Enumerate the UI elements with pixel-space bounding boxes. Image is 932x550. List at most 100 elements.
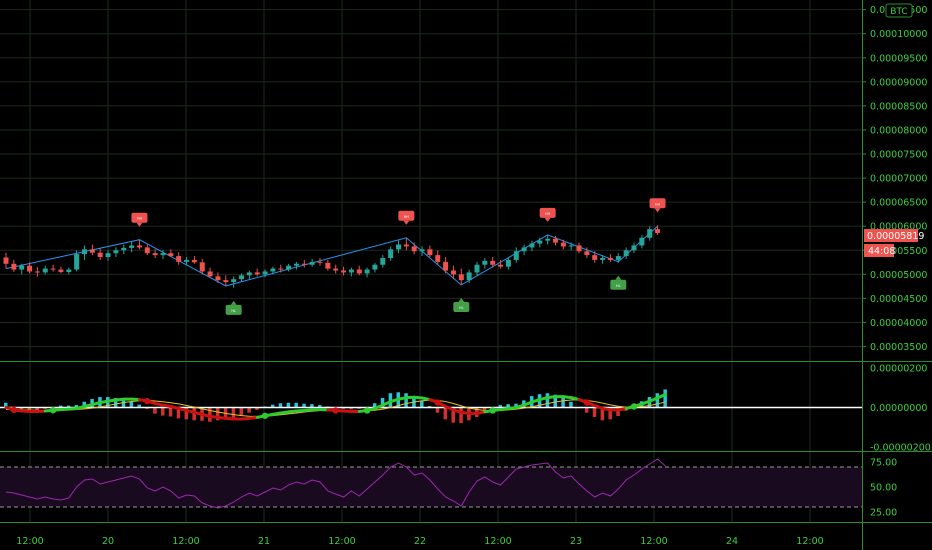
candle [293, 261, 299, 270]
candle [553, 235, 558, 246]
macd-pane [0, 389, 862, 424]
pivot-high-box [649, 198, 666, 209]
macd-histogram-bar [153, 407, 157, 414]
candle-body [600, 257, 606, 260]
candle-body [356, 269, 362, 274]
macd-histogram-bar [561, 397, 565, 408]
candle [325, 259, 331, 271]
macd-axis: 0.00000200 0.00000000 -0.00000200 [870, 363, 931, 453]
rsi-line [5, 458, 666, 509]
candle [66, 267, 72, 275]
candle [521, 244, 527, 256]
macd-histogram-bar [58, 405, 63, 408]
time-tick-label: 12:00 [16, 536, 43, 547]
candle-body [58, 269, 64, 272]
macd-histogram-bar [372, 403, 377, 408]
macd-histogram-bar [161, 407, 165, 416]
candle [168, 249, 174, 258]
macd-cross-dot [489, 407, 496, 414]
macd-histogram-bar [231, 407, 236, 418]
candle [82, 245, 87, 260]
macd-cross-dot [10, 406, 18, 414]
candle-body [144, 247, 150, 254]
macd-cross-dot [583, 399, 591, 406]
candle-body [121, 247, 127, 251]
candle [215, 272, 221, 284]
candle [419, 246, 425, 257]
candle-body [474, 264, 480, 273]
candle-body [419, 249, 425, 252]
pivot-low-text: HL [616, 284, 621, 288]
candle-body [537, 240, 543, 244]
candle-body [317, 261, 323, 263]
candle [568, 242, 574, 251]
candle-body [396, 244, 401, 250]
candle [286, 263, 292, 272]
candle-body [246, 272, 252, 276]
candle-body [262, 271, 268, 275]
pivot-high-pointer [403, 220, 410, 225]
macd-histogram-bar [435, 407, 440, 413]
candle-body [50, 268, 56, 270]
candle-body [176, 256, 182, 262]
macd-histogram-bar [663, 389, 667, 408]
macd-histogram-bar [176, 407, 181, 419]
candle-body [42, 268, 48, 273]
candle [505, 257, 511, 270]
candle-body [505, 259, 511, 267]
candle-body [615, 256, 621, 260]
candle [639, 234, 645, 249]
candle [348, 267, 354, 277]
rsi-axis: 75.00 50.00 25.00 [870, 458, 897, 519]
macd-histogram-bar [19, 407, 24, 411]
candle [615, 253, 621, 263]
macd-histogram-bar [349, 407, 353, 410]
candle [600, 255, 606, 264]
candle [136, 239, 142, 250]
candle [121, 244, 127, 255]
candle-body [333, 268, 339, 271]
pivot-low-pointer [615, 275, 622, 280]
macd-histogram-bar [66, 405, 71, 408]
macd-line-segment [656, 392, 667, 400]
candle [301, 259, 307, 268]
candle-body [27, 265, 33, 272]
macd-histogram-bar [27, 407, 32, 411]
pivot-high-label: HH [649, 198, 666, 213]
candle-body [529, 243, 535, 248]
macd-tick-label: -0.00000200 [870, 443, 931, 454]
pivot-high-label: HH [398, 210, 415, 225]
candle [545, 234, 551, 245]
candle [246, 270, 252, 280]
candle [647, 226, 653, 241]
pivot-low-label: HL [225, 300, 242, 315]
price-axis[interactable]: 0.000105000.000100000.000095000.00009000… [862, 5, 927, 353]
candle [3, 252, 9, 269]
candle [270, 266, 276, 275]
candle-body [293, 263, 299, 266]
macd-histogram-bar [380, 397, 385, 408]
price-tick-label: 0.00007000 [870, 174, 927, 185]
macd-histogram-bar [215, 407, 220, 421]
current-price-tag: 0.00005819 44:08 [864, 229, 924, 257]
candle-body [403, 244, 409, 247]
macd-histogram-bar [420, 400, 424, 408]
macd-histogram-bar [514, 403, 518, 408]
candle [278, 264, 284, 273]
macd-histogram-bar [270, 404, 275, 408]
candle [655, 225, 661, 235]
macd-histogram-bar [121, 399, 126, 408]
macd-histogram-bar [35, 407, 39, 411]
candle-body [270, 268, 276, 272]
time-axis[interactable]: 12:00 20 12:00 21 12:00 22 12:00 23 12:00 24 12:00 [16, 536, 823, 547]
macd-histogram-bar [584, 407, 589, 413]
candle-body [647, 229, 653, 238]
macd-histogram-bar [459, 407, 463, 424]
candle-body [545, 238, 551, 241]
macd-histogram-bar [443, 407, 448, 420]
rsi-pane [0, 458, 862, 509]
candle-body [231, 279, 237, 283]
